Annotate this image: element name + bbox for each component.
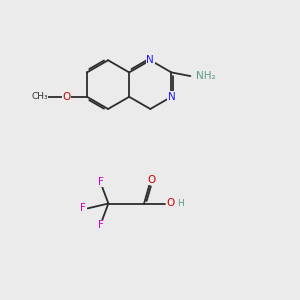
- Text: N: N: [146, 55, 154, 65]
- Text: O: O: [147, 175, 156, 185]
- Text: N: N: [167, 92, 175, 102]
- Text: F: F: [98, 220, 104, 230]
- Text: CH₃: CH₃: [32, 92, 48, 101]
- Text: F: F: [98, 177, 104, 187]
- Text: H: H: [177, 199, 184, 208]
- Text: F: F: [80, 203, 86, 213]
- Text: O: O: [62, 92, 70, 102]
- Text: O: O: [166, 199, 175, 208]
- Text: NH₂: NH₂: [196, 71, 215, 81]
